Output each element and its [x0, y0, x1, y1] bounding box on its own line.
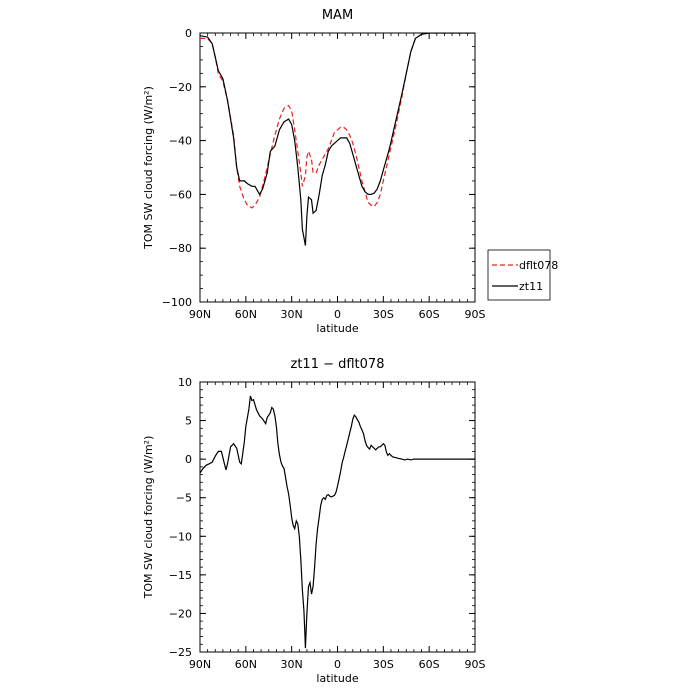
- series-line-difference: [200, 395, 475, 649]
- x-tick-label: 90S: [465, 308, 486, 321]
- x-tick-label: 30S: [373, 308, 394, 321]
- x-axis-title: latitude: [316, 672, 358, 685]
- x-tick-label: 60N: [235, 308, 257, 321]
- y-tick-label: −10: [169, 530, 192, 543]
- y-tick-label: 5: [185, 415, 192, 428]
- bottom-panel-difference: 90N 60N 30N 0 30S 60S 90S 10 5 0 −5 −10 −15 −20 −25 zt1…: [142, 357, 486, 685]
- y-tick-label: −25: [169, 646, 192, 659]
- x-tick-label: 0: [334, 308, 341, 321]
- y-tick-label: 0: [185, 27, 192, 40]
- legend-label: zt11: [519, 280, 543, 293]
- legend-box: [487, 249, 551, 301]
- legend: dflt078 zt11: [487, 249, 558, 301]
- legend-label: dflt078: [519, 259, 558, 272]
- y-tick-label: −15: [169, 569, 192, 582]
- y-tick-label: −20: [169, 81, 192, 94]
- y-tick-label: −40: [169, 135, 192, 148]
- y-axis-title: TOM SW cloud forcing (W/m²): [142, 86, 155, 250]
- y-tick-label: −100: [162, 296, 192, 309]
- x-tick-label: 30N: [281, 308, 303, 321]
- x-tick-label: 90S: [465, 658, 486, 671]
- x-tick-label: 60S: [419, 658, 440, 671]
- x-tick-label: 30N: [281, 658, 303, 671]
- top-panel-mam: 90N 60N 30N 0 30S 60S 90S 0 −20 −40 −60 −80 −100 MAM l…: [142, 8, 486, 335]
- series-line-dflt078: [200, 33, 475, 209]
- x-tick-label: 0: [334, 658, 341, 671]
- x-axis-title: latitude: [316, 322, 358, 335]
- x-tick-label: 90N: [189, 308, 211, 321]
- series-line-zt11: [200, 33, 475, 246]
- y-tick-label: −5: [176, 492, 192, 505]
- x-tick-label: 30S: [373, 658, 394, 671]
- x-tick-label: 90N: [189, 658, 211, 671]
- plot-frame: [199, 381, 476, 653]
- x-tick-label: 60N: [235, 658, 257, 671]
- plot-frame: [199, 32, 476, 303]
- y-tick-label: −60: [169, 188, 192, 201]
- y-axis-title: TOM SW cloud forcing (W/m²): [142, 436, 155, 600]
- y-tick-label: 10: [178, 376, 192, 389]
- y-tick-label: −80: [169, 242, 192, 255]
- y-tick-label: −20: [169, 607, 192, 620]
- y-tick-label: 0: [185, 453, 192, 466]
- chart-title: zt11 − dflt078: [291, 357, 385, 372]
- chart-title: MAM: [322, 8, 353, 23]
- x-tick-label: 60S: [419, 308, 440, 321]
